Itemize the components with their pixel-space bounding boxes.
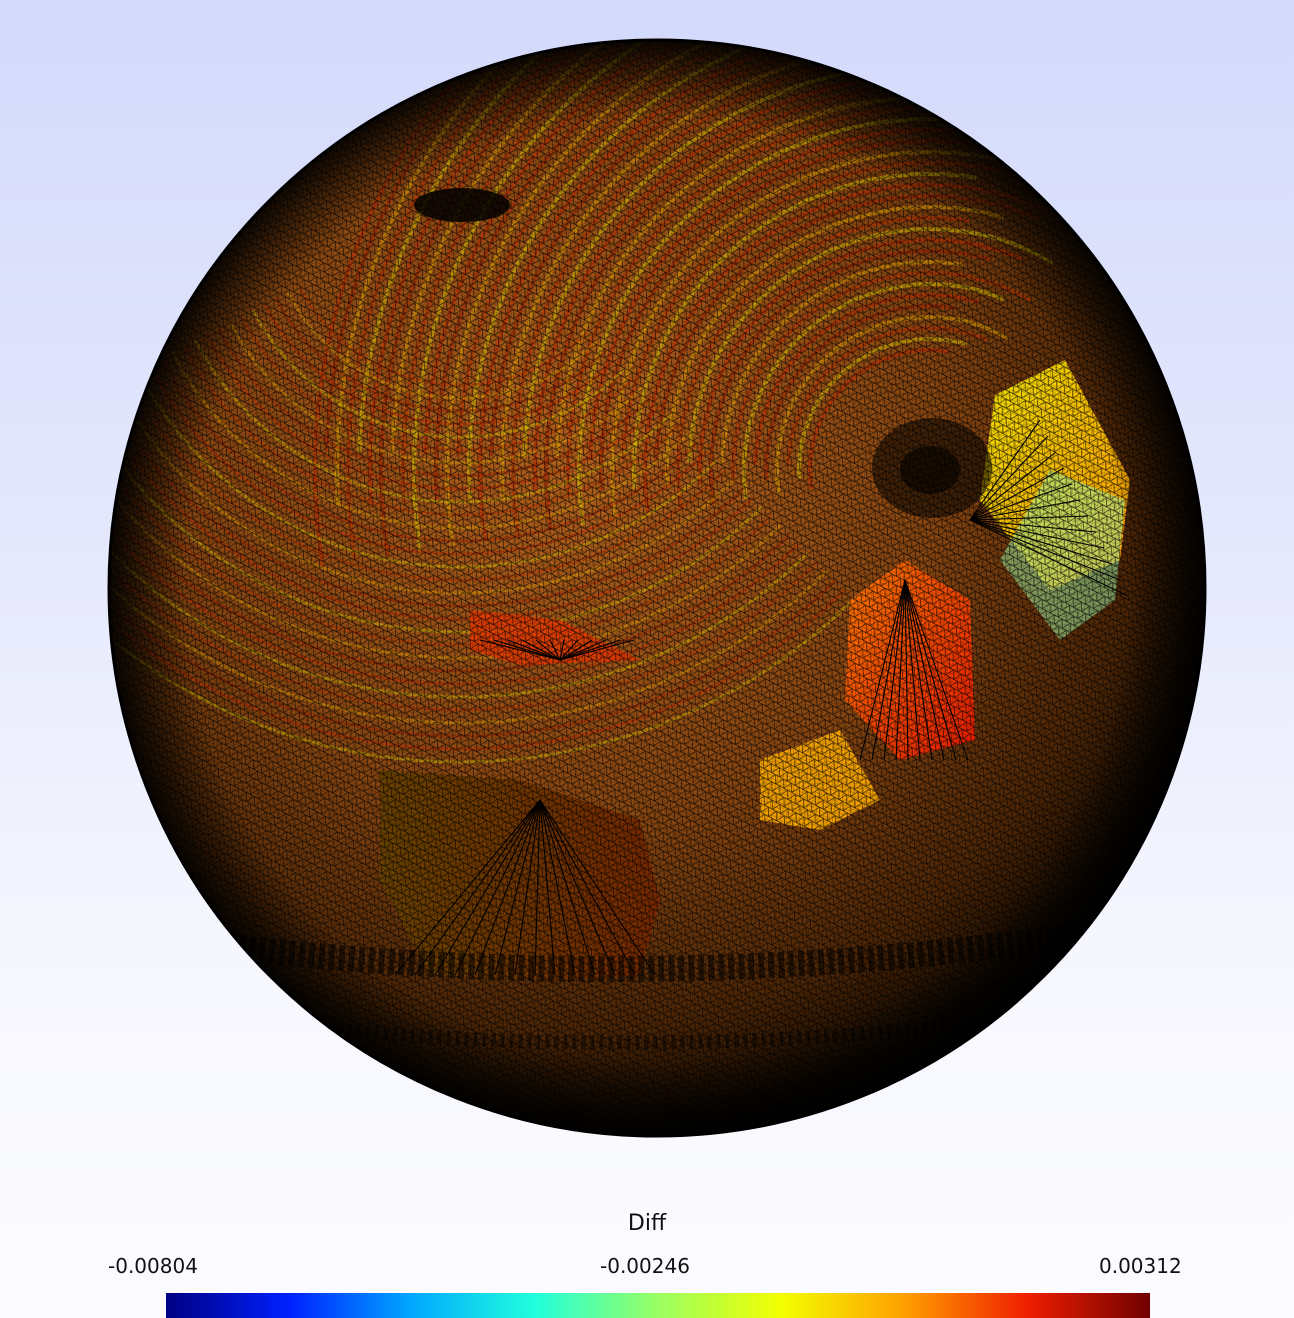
scalar-bar-mid-label: -0.00246 <box>600 1254 690 1278</box>
scalar-bar-colormap <box>166 1293 1150 1318</box>
scalar-bar-min-label: -0.00804 <box>108 1254 198 1278</box>
scalar-bar-max-label: 0.00312 <box>1099 1254 1182 1278</box>
mesh-sphere-render[interactable] <box>0 0 1294 1190</box>
scalar-bar-title: Diff <box>627 1211 667 1236</box>
